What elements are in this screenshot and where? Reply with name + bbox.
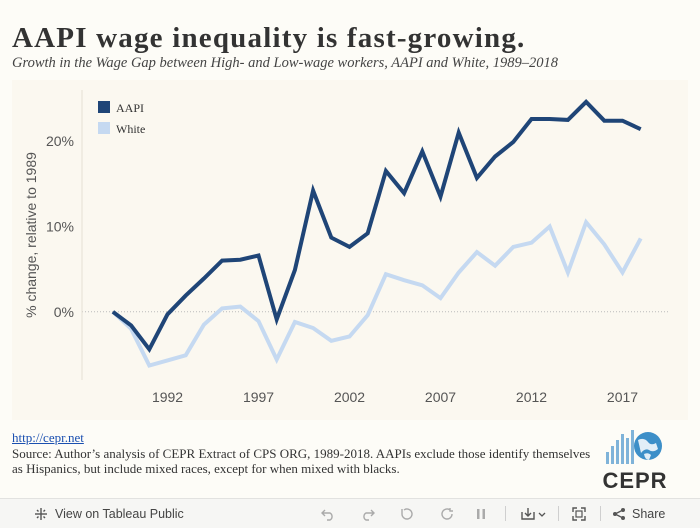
series-line-white[interactable] [111,218,643,368]
legend-swatch-white [98,122,110,134]
legend-label-white: White [116,122,146,136]
undo-icon [321,509,333,521]
legend-label-aapi: AAPI [116,101,145,115]
legend-item-aapi: AAPI [98,101,144,116]
source-text: Source: Author’s analysis of CEPR Extrac… [12,445,591,477]
tableau-toolbar: View on Tableau Public Share [0,498,700,528]
chart-subtitle: Growth in the Wage Gap between High- and… [12,55,558,71]
redo-button[interactable] [360,499,376,528]
fullscreen-button[interactable] [572,499,586,528]
share-icon [613,507,625,520]
redo-icon [363,509,375,521]
view-on-tableau-button[interactable]: View on Tableau Public [34,499,184,528]
cepr-logo-icon[interactable]: CEPR [600,424,670,494]
download-button[interactable] [520,499,546,528]
cepr-link[interactable]: http://cepr.net [12,430,84,445]
y-axis-label: % change, relative to 1989 [23,152,39,318]
chart-panel: 0% 10% 20% 1992 1997 2002 2007 2012 2017 % chang… [12,80,688,420]
x-tick-label: 2012 [516,389,547,405]
legend-item-white: White [98,122,145,137]
series-line-aapi[interactable] [111,99,642,354]
cepr-logo-text: CEPR [602,468,667,493]
chart-title: AAPI wage inequality is fast-growing. [12,22,526,54]
x-tick-label: 2007 [425,389,456,405]
x-tick-label: 1992 [152,389,183,405]
share-label: Share [632,506,666,521]
source-note: http://cepr.net Source: Author’s analysi… [12,430,592,477]
x-tick-label: 2017 [607,389,638,405]
revert-icon [401,507,413,520]
revert-button[interactable] [400,499,414,528]
share-button[interactable]: Share [612,499,665,528]
x-tick-label: 1997 [243,389,274,405]
refresh-icon [441,507,453,520]
tableau-icon [35,507,47,520]
undo-button[interactable] [320,499,336,528]
line-chart: 0% 10% 20% 1992 1997 2002 2007 2012 2017 % chang… [23,90,668,405]
pause-icon [477,508,485,519]
legend-swatch-aapi [98,101,110,113]
toolbar-divider [505,506,506,521]
view-on-tableau-label: View on Tableau Public [55,506,184,521]
x-tick-label: 2002 [334,389,365,405]
y-tick-label: 20% [46,133,74,149]
y-tick-label: 10% [46,218,74,234]
fullscreen-icon [572,506,586,521]
toolbar-divider [558,506,559,521]
y-tick-label: 0% [54,304,74,320]
refresh-button[interactable] [440,499,454,528]
pause-button[interactable] [475,499,487,528]
toolbar-divider [600,506,601,521]
download-icon [521,507,546,520]
